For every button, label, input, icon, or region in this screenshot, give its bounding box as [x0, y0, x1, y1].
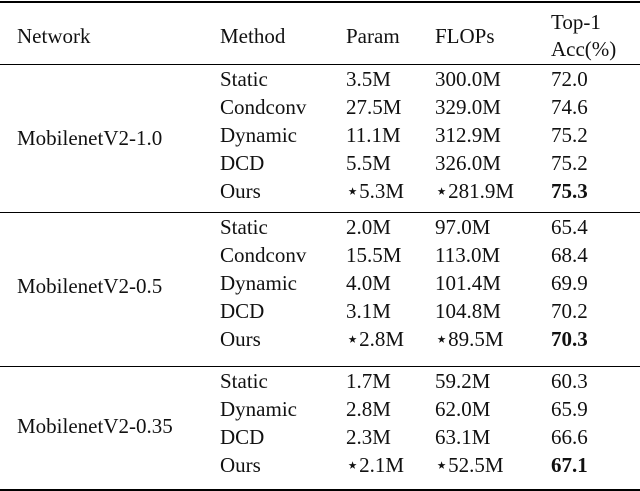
- header-network: Network: [17, 24, 91, 48]
- flops-cell: ⋆89.5M: [435, 327, 504, 351]
- group-divider: [0, 366, 640, 367]
- acc-cell: 60.3: [551, 369, 588, 393]
- flops-cell: ⋆52.5M: [435, 453, 504, 477]
- acc-cell: 67.1: [551, 453, 588, 477]
- flops-cell: 97.0M: [435, 215, 491, 239]
- header-rule: [0, 64, 640, 65]
- top-rule: [0, 1, 640, 3]
- network-name: MobilenetV2-1.0: [17, 126, 163, 150]
- flops-cell: 312.9M: [435, 123, 501, 147]
- method-cell: Static: [220, 67, 268, 91]
- method-cell: DCD: [220, 151, 265, 175]
- flops-cell: 329.0M: [435, 95, 501, 119]
- acc-cell: 65.9: [551, 397, 588, 421]
- header-flops: FLOPs: [435, 24, 495, 48]
- header-method: Method: [220, 24, 286, 48]
- acc-cell: 75.2: [551, 151, 588, 175]
- flops-cell: 101.4M: [435, 271, 501, 295]
- network-name: MobilenetV2-0.35: [17, 414, 173, 438]
- param-cell: ⋆5.3M: [346, 179, 405, 203]
- param-cell: 2.8M: [346, 397, 391, 421]
- method-cell: DCD: [220, 299, 265, 323]
- acc-cell: 75.3: [551, 179, 588, 203]
- param-cell: 11.1M: [346, 123, 401, 147]
- method-cell: Static: [220, 215, 268, 239]
- flops-cell: 326.0M: [435, 151, 501, 175]
- flops-cell: 104.8M: [435, 299, 501, 323]
- header-acc-line1: Top-1: [551, 10, 601, 34]
- param-cell: 2.0M: [346, 215, 391, 239]
- param-cell: 2.3M: [346, 425, 391, 449]
- method-cell: Ours: [220, 453, 261, 477]
- method-cell: Condconv: [220, 243, 307, 267]
- header-acc-line2: Acc(%): [551, 37, 617, 61]
- param-cell: ⋆2.1M: [346, 453, 405, 477]
- acc-cell: 65.4: [551, 215, 588, 239]
- network-name: MobilenetV2-0.5: [17, 274, 163, 298]
- method-cell: Ours: [220, 179, 261, 203]
- param-cell: 27.5M: [346, 95, 402, 119]
- header-param: Param: [346, 24, 400, 48]
- acc-cell: 74.6: [551, 95, 588, 119]
- param-cell: 15.5M: [346, 243, 402, 267]
- flops-cell: 59.2M: [435, 369, 491, 393]
- flops-cell: 300.0M: [435, 67, 501, 91]
- acc-cell: 72.0: [551, 67, 588, 91]
- param-cell: 4.0M: [346, 271, 391, 295]
- method-cell: Ours: [220, 327, 261, 351]
- param-cell: 5.5M: [346, 151, 391, 175]
- bottom-rule: [0, 489, 640, 491]
- acc-cell: 70.2: [551, 299, 588, 323]
- acc-cell: 75.2: [551, 123, 588, 147]
- flops-cell: 113.0M: [435, 243, 501, 267]
- flops-cell: 62.0M: [435, 397, 491, 421]
- acc-cell: 66.6: [551, 425, 588, 449]
- method-cell: Dynamic: [220, 271, 297, 295]
- flops-cell: ⋆281.9M: [435, 179, 515, 203]
- acc-cell: 69.9: [551, 271, 588, 295]
- method-cell: Condconv: [220, 95, 307, 119]
- method-cell: DCD: [220, 425, 265, 449]
- param-cell: ⋆2.8M: [346, 327, 405, 351]
- acc-cell: 68.4: [551, 243, 588, 267]
- method-cell: Static: [220, 369, 268, 393]
- param-cell: 1.7M: [346, 369, 391, 393]
- method-cell: Dynamic: [220, 397, 297, 421]
- flops-cell: 63.1M: [435, 425, 491, 449]
- method-cell: Dynamic: [220, 123, 297, 147]
- param-cell: 3.5M: [346, 67, 391, 91]
- group-divider: [0, 212, 640, 213]
- acc-cell: 70.3: [551, 327, 588, 351]
- param-cell: 3.1M: [346, 299, 391, 323]
